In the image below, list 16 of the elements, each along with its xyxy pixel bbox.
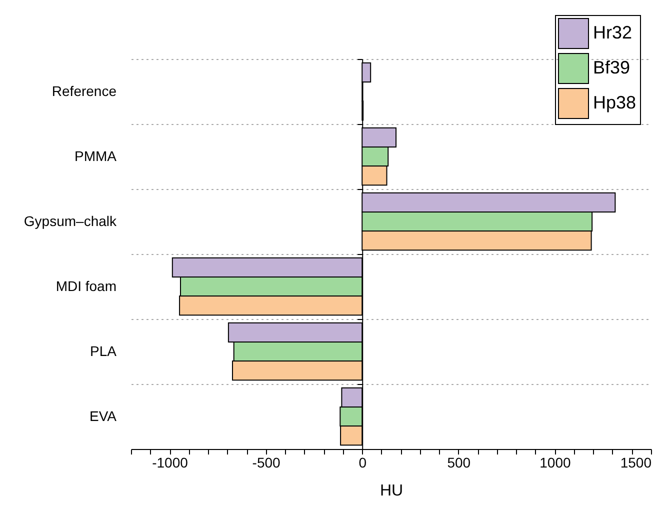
y-tick-label: PLA (90, 343, 118, 359)
legend-label: Bf39 (593, 58, 630, 78)
x-axis-title: HU (380, 482, 404, 500)
x-tick-label: 500 (447, 454, 471, 470)
y-tick-label: Gypsum–chalk (24, 213, 118, 229)
y-tick-label: MDI foam (56, 278, 116, 294)
x-tick-label: 1000 (540, 454, 571, 470)
legend-label: Hr32 (593, 22, 632, 42)
x-tick-label: 1500 (620, 454, 652, 470)
x-tick-label: 0 (358, 454, 367, 470)
x-tick-label: -500 (252, 454, 281, 470)
legend-label: Hp38 (593, 92, 636, 112)
x-tick-label: -1000 (152, 454, 188, 470)
y-tick-label: PMMA (74, 148, 118, 164)
y-tick-label: Reference (52, 83, 117, 99)
y-tick-label: EVA (90, 408, 118, 424)
